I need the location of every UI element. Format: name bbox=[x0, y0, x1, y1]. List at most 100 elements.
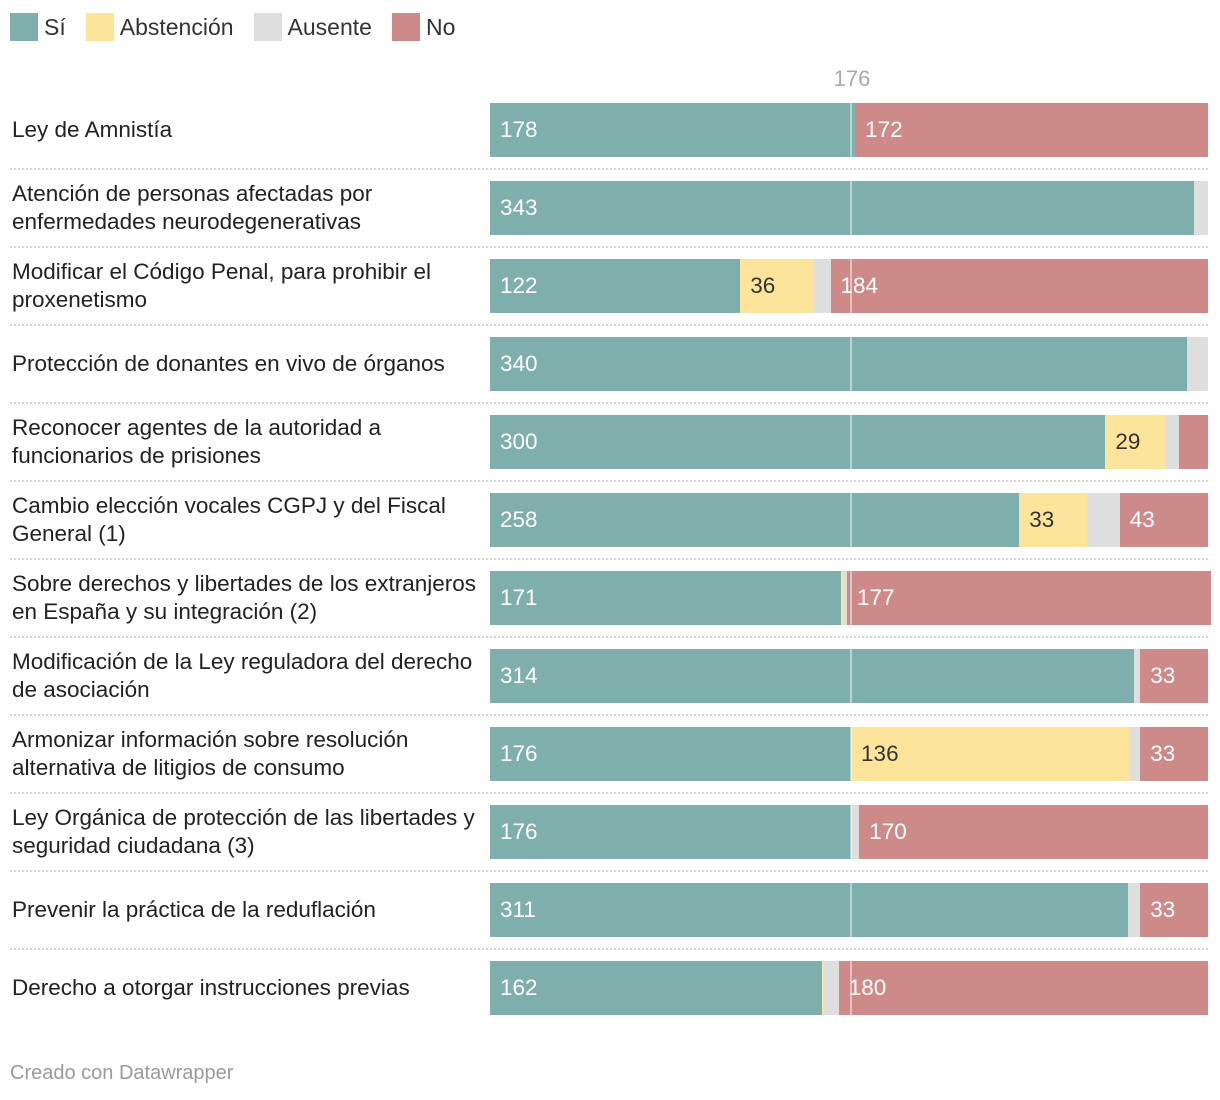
row-separator bbox=[10, 558, 1208, 560]
row-label: Ley Orgánica de protección de las libert… bbox=[12, 805, 475, 858]
reference-line bbox=[850, 415, 852, 469]
reference-line bbox=[850, 649, 852, 703]
reference-line bbox=[850, 259, 852, 313]
legend-label-abstencion: Abstención bbox=[119, 14, 234, 40]
bar-segment-si bbox=[490, 259, 741, 313]
row-label: Reconocer agentes de la autoridad a func… bbox=[12, 415, 382, 468]
row-separator bbox=[10, 870, 1208, 872]
reference-line bbox=[850, 883, 852, 937]
row-separator bbox=[10, 324, 1208, 326]
row-separator bbox=[10, 714, 1208, 716]
row-separator bbox=[10, 948, 1208, 950]
bar-segment-ausente bbox=[1187, 337, 1209, 391]
reference-line bbox=[850, 493, 852, 547]
bar-value-label-si: 176 bbox=[500, 819, 538, 844]
row-label: Cambio elección vocales CGPJ y del Fisca… bbox=[12, 493, 446, 546]
chart-rows: Ley de Amnistía 178 172 Atención de persona… bbox=[10, 103, 1211, 1015]
stacked-bar: 178 172 bbox=[490, 103, 1209, 157]
legend-item-si: Sí bbox=[10, 13, 66, 41]
row-label: Modificar el Código Penal, para prohibir… bbox=[12, 259, 431, 312]
bar-segment-ausente bbox=[1164, 415, 1180, 469]
footer-credit: Creado con Datawrapper bbox=[10, 1062, 234, 1084]
legend-item-ausente: Ausente bbox=[253, 13, 372, 41]
bar-segment-ausente bbox=[1127, 883, 1141, 937]
bar-segment-abstencion bbox=[822, 961, 825, 1015]
bar-segment-no bbox=[1140, 883, 1209, 937]
legend-swatch-ausente bbox=[253, 13, 282, 41]
stacked-bar: 343 bbox=[490, 181, 1209, 235]
bar-value-label-abstencion: 29 bbox=[1115, 429, 1141, 454]
bar-value-label-si: 162 bbox=[500, 975, 538, 1000]
row-label: Ley de Amnistía bbox=[12, 117, 173, 142]
bar-segment-si bbox=[490, 337, 1188, 391]
bar-value-label-si: 122 bbox=[500, 273, 538, 298]
bar-segment-ausente bbox=[851, 805, 860, 859]
bar-value-label-no: 33 bbox=[1150, 663, 1176, 688]
bar-segment-si bbox=[490, 649, 1135, 703]
bar-value-label-si: 258 bbox=[500, 507, 538, 532]
row-label: Protección de donantes en vivo de órgano… bbox=[12, 351, 445, 376]
bar-segment-si bbox=[490, 883, 1129, 937]
row-label: Prevenir la práctica de la reduflación bbox=[12, 897, 376, 922]
bar-value-label-si: 176 bbox=[500, 741, 538, 766]
bar-segment-no bbox=[859, 805, 1209, 859]
legend-item-abstencion: Abstención bbox=[85, 13, 234, 41]
legend-label-si: Sí bbox=[44, 14, 66, 40]
reference-line bbox=[850, 337, 852, 391]
legend-swatch-abstencion bbox=[85, 13, 114, 41]
legend-swatch-si bbox=[10, 13, 38, 41]
reference-line bbox=[850, 571, 852, 625]
bar-segment-ausente bbox=[1134, 649, 1141, 703]
bar-segment-abstencion bbox=[851, 727, 1131, 781]
bar-segment-si bbox=[490, 103, 856, 157]
bar-segment-abstencion bbox=[840, 571, 844, 625]
row-label: Armonizar información sobre resolución a… bbox=[12, 727, 409, 780]
row-separator bbox=[10, 168, 1208, 170]
stacked-bar: 258 33 43 bbox=[490, 493, 1209, 547]
legend-item-no: No bbox=[391, 13, 456, 41]
bar-segment-no bbox=[1119, 493, 1209, 547]
reference-line bbox=[850, 961, 852, 1015]
legend-label-no: No bbox=[425, 14, 456, 40]
bar-segment-si bbox=[490, 727, 852, 781]
bar-segment-no bbox=[855, 103, 1209, 157]
bar-segment-abstencion bbox=[740, 259, 815, 313]
bar-value-label-no: 170 bbox=[869, 819, 907, 844]
stacked-bar: 176 170 bbox=[490, 805, 1209, 859]
bar-segment-si bbox=[490, 181, 1195, 235]
bar-segment-abstencion bbox=[1105, 415, 1166, 469]
bar-segment-si bbox=[490, 571, 842, 625]
bar-value-label-abstencion: 36 bbox=[750, 273, 776, 298]
stacked-bar: 176 136 33 bbox=[490, 727, 1209, 781]
bar-value-label-no: 184 bbox=[840, 273, 879, 298]
bar-segment-ausente bbox=[814, 259, 832, 313]
bar-value-label-abstencion: 136 bbox=[861, 741, 899, 766]
bar-segment-ausente bbox=[1193, 181, 1209, 235]
reference-line-label: 176 bbox=[833, 66, 871, 91]
bar-segment-ausente bbox=[842, 571, 848, 625]
bar-value-label-no: 172 bbox=[865, 117, 903, 142]
bar-segment-si bbox=[490, 415, 1106, 469]
bar-value-label-si: 311 bbox=[500, 897, 536, 922]
bar-value-label-no: 43 bbox=[1129, 507, 1155, 532]
row-label: Modificación de la Ley reguladora del de… bbox=[12, 649, 473, 702]
stacked-bar: 340 bbox=[490, 337, 1209, 391]
bar-value-label-si: 340 bbox=[500, 351, 538, 376]
row-separator bbox=[10, 402, 1208, 404]
bar-segment-no bbox=[1179, 415, 1209, 469]
stacked-bar: 122 36 184 bbox=[490, 259, 1209, 313]
bar-value-label-si: 171 bbox=[500, 585, 538, 610]
bar-value-label-si: 314 bbox=[500, 663, 538, 688]
bar-segment-no bbox=[830, 259, 1209, 313]
legend-label-ausente: Ausente bbox=[287, 14, 372, 40]
bar-value-label-abstencion: 33 bbox=[1029, 507, 1055, 532]
bar-segment-abstencion bbox=[1019, 493, 1088, 547]
bar-value-label-no: 33 bbox=[1150, 897, 1176, 922]
bar-value-label-no: 33 bbox=[1150, 741, 1176, 766]
row-separator bbox=[10, 480, 1208, 482]
legend-swatch-no bbox=[391, 13, 420, 41]
stacked-bar: 311 33 bbox=[490, 883, 1209, 937]
bar-segment-no bbox=[838, 961, 1209, 1015]
row-label: Sobre derechos y libertades de los extra… bbox=[12, 571, 477, 624]
reference-line bbox=[850, 805, 852, 859]
